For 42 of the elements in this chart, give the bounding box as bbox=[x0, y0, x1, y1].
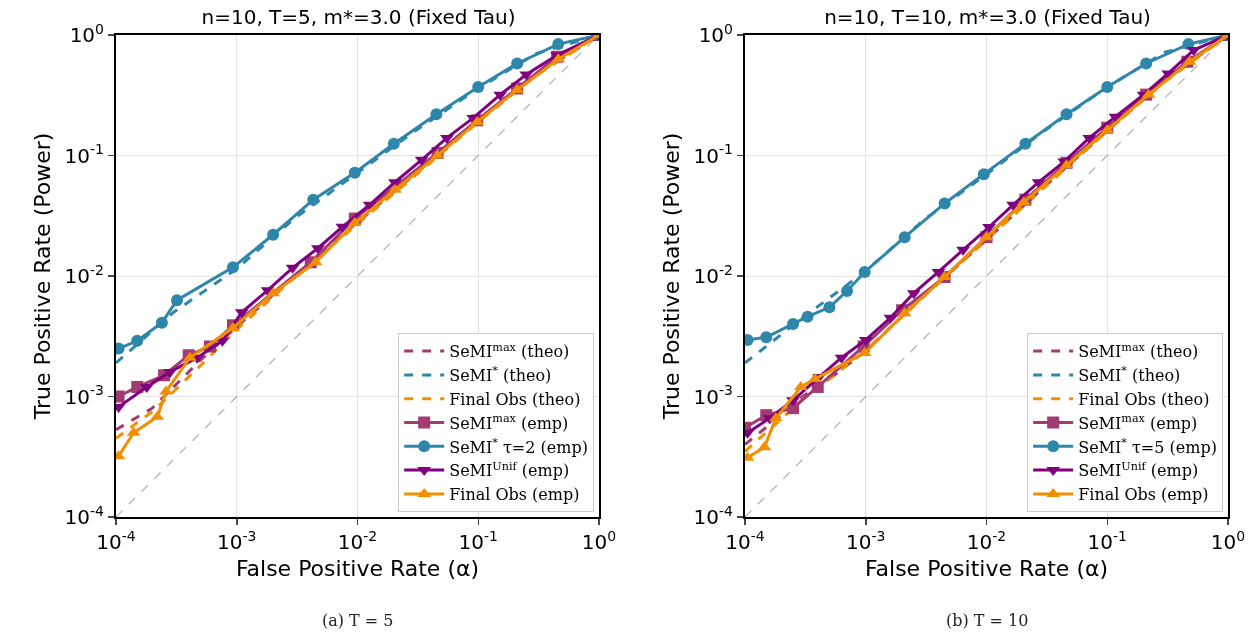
x-tick-label: 10$^{-1}$ bbox=[1087, 527, 1127, 554]
legend-label: SeMI$^{Unif}$ (emp) bbox=[1078, 459, 1199, 481]
legend-label: SeMI$^{max}$ (emp) bbox=[449, 412, 569, 433]
x-tick-label: 10$^{-3}$ bbox=[217, 527, 257, 554]
legend-label: SeMI$^{max}$ (emp) bbox=[1078, 412, 1198, 433]
x-tick-label: 10$^{-2}$ bbox=[966, 527, 1007, 554]
y-tick-label: 10$^{-4}$ bbox=[64, 502, 105, 529]
legend-label: Final Obs (emp) bbox=[1078, 485, 1209, 505]
y-tick-label: 10$^{-3}$ bbox=[64, 382, 104, 409]
x-axis-title: False Positive Rate (α) bbox=[235, 556, 480, 582]
x-tick-label: 10$^{-3}$ bbox=[846, 527, 886, 554]
legend-label: SeMI$^{*}$ τ=2 (emp) bbox=[449, 435, 588, 457]
text: (b) T = 10 bbox=[946, 611, 1029, 630]
x-axis-title: False Positive Rate (α) bbox=[864, 556, 1109, 582]
legend-label: SeMI$^{Unif}$ (emp) bbox=[449, 459, 570, 481]
legend-label: SeMI$^{max}$ (theo) bbox=[449, 340, 570, 362]
y-axis-title: True Positive Rate (Power) bbox=[29, 132, 55, 421]
legend-label: Final Obs (theo) bbox=[1078, 389, 1210, 409]
y-tick-label: 10$^{-1}$ bbox=[693, 141, 733, 168]
text: (a) T = 5 bbox=[322, 611, 394, 630]
y-tick-label: 10$^{-1}$ bbox=[64, 141, 104, 168]
legend-label: SeMI$^{*}$ τ=5 (emp) bbox=[1078, 435, 1217, 457]
legend-label: SeMI$^{*}$ (theo) bbox=[449, 364, 552, 386]
legend-label: SeMI$^{max}$ (theo) bbox=[1078, 340, 1199, 362]
x-tick-label: 10$^{0}$ bbox=[1210, 527, 1246, 554]
x-tick-label: 10$^{0}$ bbox=[581, 527, 617, 554]
legend-label: SeMI$^{*}$ (theo) bbox=[1078, 364, 1181, 386]
y-tick-label: 10$^{-2}$ bbox=[693, 261, 733, 288]
y-tick-label: 10$^{0}$ bbox=[69, 20, 104, 47]
y-tick-label: 10$^{-2}$ bbox=[64, 261, 104, 288]
legend-label: Final Obs (emp) bbox=[449, 485, 580, 505]
x-tick-label: 10$^{-2}$ bbox=[337, 527, 378, 554]
y-tick-label: 10$^{0}$ bbox=[698, 20, 733, 47]
y-tick-label: 10$^{-3}$ bbox=[693, 382, 733, 409]
chart-title: n=10, T=10, m*=3.0 (Fixed Tau) bbox=[824, 4, 1151, 29]
y-axis-title: True Positive Rate (Power) bbox=[658, 132, 684, 421]
x-tick-label: 10$^{-4}$ bbox=[96, 527, 136, 554]
legend-label: Final Obs (theo) bbox=[449, 389, 581, 409]
x-tick-label: 10$^{-1}$ bbox=[458, 527, 498, 554]
chart-title: n=10, T=5, m*=3.0 (Fixed Tau) bbox=[201, 4, 516, 29]
y-tick-label: 10$^{-4}$ bbox=[693, 502, 734, 529]
x-tick-label: 10$^{-4}$ bbox=[725, 527, 765, 554]
